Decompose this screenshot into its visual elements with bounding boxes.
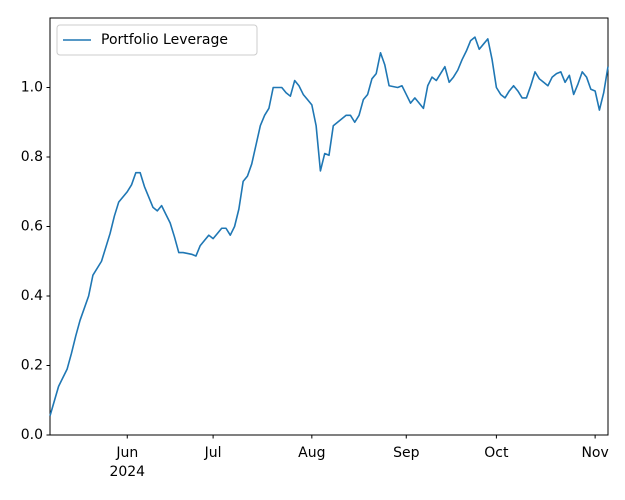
y-tick-label: 0.6 <box>21 219 43 235</box>
y-tick-label: 1.0 <box>21 80 43 96</box>
data-line <box>49 36 609 417</box>
y-tick-label: 0.0 <box>21 427 43 443</box>
x-tick-label: Jun <box>115 445 138 461</box>
x-tick-label: Jul <box>204 445 222 461</box>
x-tick-label: Oct <box>484 445 509 461</box>
plot-frame <box>49 17 609 436</box>
y-tick-label: 0.8 <box>21 149 43 165</box>
x-tick-label: Sep <box>393 445 420 461</box>
x-tick-label: Nov <box>581 445 608 461</box>
legend-label: Portfolio Leverage <box>101 32 228 48</box>
x-offset-label: 2024 <box>109 464 145 480</box>
y-tick-label: 0.4 <box>21 288 43 304</box>
y-tick-label: 0.2 <box>21 358 43 374</box>
x-tick-label: Aug <box>298 445 325 461</box>
legend-box <box>56 24 258 56</box>
